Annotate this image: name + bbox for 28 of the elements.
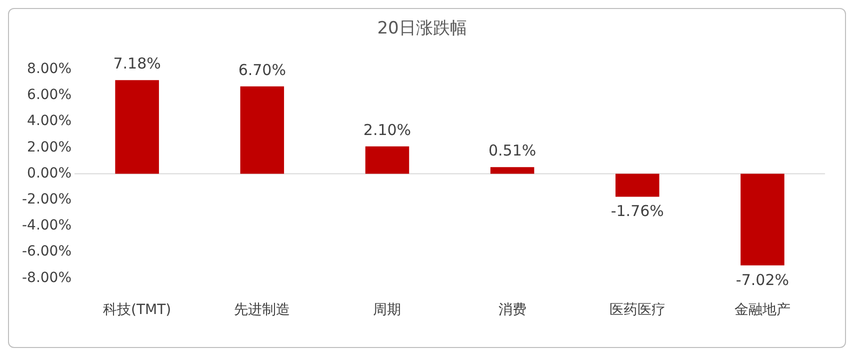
bar [615, 174, 660, 197]
y-tick-label: 0.00% [27, 165, 72, 182]
data-label: 2.10% [363, 120, 412, 139]
y-tick-label: 8.00% [27, 61, 72, 78]
bar [490, 167, 534, 174]
data-label: 7.18% [113, 54, 161, 72]
x-tick-label: 金融地产 [734, 302, 790, 318]
y-tick-label: 6.00% [27, 87, 72, 104]
x-tick-label: 消费 [498, 302, 526, 318]
data-label: 0.51% [488, 142, 536, 160]
bar [115, 80, 159, 174]
bar [240, 86, 284, 174]
bar [365, 146, 410, 174]
x-tick-label: 科技(TMT) [103, 302, 172, 318]
y-tick-label: -8.00% [22, 270, 72, 286]
y-tick-label: -2.00% [22, 192, 72, 208]
y-tick-label: -4.00% [22, 218, 72, 234]
chart-title: 20日涨跌幅 [377, 18, 467, 39]
data-label: -7.02% [736, 270, 789, 289]
x-tick-label: 先进制造 [234, 302, 290, 318]
x-tick-label: 医药医疗 [609, 302, 666, 318]
y-tick-label: -6.00% [22, 244, 72, 260]
bar [740, 174, 784, 266]
data-label: -1.76% [610, 202, 664, 220]
data-label: 6.70% [238, 60, 286, 79]
y-tick-label: 4.00% [27, 113, 72, 130]
x-tick-label: 周期 [373, 302, 402, 318]
y-tick-label: 2.00% [27, 139, 72, 156]
